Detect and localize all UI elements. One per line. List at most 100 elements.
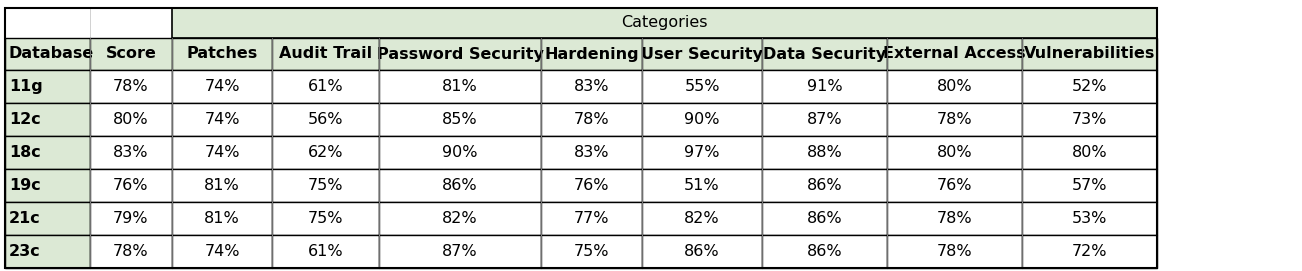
- Text: 78%: 78%: [113, 244, 148, 259]
- Bar: [5, 70, 90, 103]
- Text: 97%: 97%: [685, 145, 720, 160]
- Bar: [272, 136, 379, 169]
- Text: 51%: 51%: [684, 178, 720, 193]
- Text: Patches: Patches: [186, 47, 258, 62]
- Text: 75%: 75%: [307, 178, 344, 193]
- Bar: [379, 235, 542, 268]
- Bar: [762, 235, 887, 268]
- Text: 11g: 11g: [9, 79, 43, 94]
- Text: Password Security: Password Security: [376, 47, 543, 62]
- Bar: [172, 8, 1157, 38]
- Text: External Access: External Access: [883, 47, 1026, 62]
- Text: 78%: 78%: [936, 211, 973, 226]
- Bar: [90, 235, 172, 268]
- Text: 81%: 81%: [443, 79, 478, 94]
- Text: 18c: 18c: [9, 145, 40, 160]
- Bar: [887, 136, 1022, 169]
- Bar: [272, 103, 379, 136]
- Bar: [5, 169, 90, 202]
- Text: 81%: 81%: [204, 178, 240, 193]
- Text: 61%: 61%: [307, 79, 344, 94]
- Bar: [642, 70, 762, 103]
- Text: 87%: 87%: [443, 244, 478, 259]
- Bar: [762, 202, 887, 235]
- Text: 21c: 21c: [9, 211, 40, 226]
- Text: 61%: 61%: [307, 244, 344, 259]
- Bar: [542, 38, 642, 70]
- Bar: [90, 8, 172, 38]
- Text: 78%: 78%: [936, 112, 973, 127]
- Text: Data Security: Data Security: [763, 47, 887, 62]
- Text: 57%: 57%: [1072, 178, 1107, 193]
- Text: Hardening: Hardening: [544, 47, 639, 62]
- Text: 12c: 12c: [9, 112, 40, 127]
- Text: 52%: 52%: [1072, 79, 1107, 94]
- Text: 74%: 74%: [204, 112, 240, 127]
- Bar: [642, 136, 762, 169]
- Text: 74%: 74%: [204, 145, 240, 160]
- Bar: [642, 103, 762, 136]
- Bar: [5, 8, 1157, 268]
- Bar: [1022, 136, 1157, 169]
- Text: 23c: 23c: [9, 244, 40, 259]
- Bar: [542, 235, 642, 268]
- Bar: [272, 169, 379, 202]
- Bar: [642, 169, 762, 202]
- Text: 74%: 74%: [204, 79, 240, 94]
- Bar: [172, 103, 272, 136]
- Bar: [887, 38, 1022, 70]
- Bar: [379, 202, 542, 235]
- Text: 88%: 88%: [807, 145, 842, 160]
- Text: 82%: 82%: [684, 211, 720, 226]
- Text: 90%: 90%: [443, 145, 478, 160]
- Text: 19c: 19c: [9, 178, 40, 193]
- Bar: [762, 103, 887, 136]
- Bar: [642, 38, 762, 70]
- Text: 56%: 56%: [307, 112, 344, 127]
- Text: 76%: 76%: [113, 178, 148, 193]
- Bar: [887, 103, 1022, 136]
- Text: 80%: 80%: [113, 112, 148, 127]
- Bar: [172, 169, 272, 202]
- Bar: [90, 169, 172, 202]
- Text: 85%: 85%: [443, 112, 478, 127]
- Bar: [172, 70, 272, 103]
- Text: Score: Score: [105, 47, 156, 62]
- Text: Categories: Categories: [621, 15, 708, 31]
- Bar: [642, 235, 762, 268]
- Text: 82%: 82%: [443, 211, 478, 226]
- Bar: [1022, 103, 1157, 136]
- Text: 83%: 83%: [574, 79, 609, 94]
- Text: 55%: 55%: [685, 79, 720, 94]
- Bar: [90, 38, 172, 70]
- Text: Audit Trail: Audit Trail: [279, 47, 372, 62]
- Text: 87%: 87%: [807, 112, 842, 127]
- Bar: [5, 38, 90, 70]
- Bar: [90, 103, 172, 136]
- Bar: [1022, 235, 1157, 268]
- Bar: [272, 202, 379, 235]
- Text: 78%: 78%: [936, 244, 973, 259]
- Text: 72%: 72%: [1072, 244, 1107, 259]
- Text: 75%: 75%: [307, 211, 344, 226]
- Bar: [172, 235, 272, 268]
- Text: 80%: 80%: [936, 145, 973, 160]
- Bar: [542, 103, 642, 136]
- Bar: [379, 169, 542, 202]
- Text: 80%: 80%: [1072, 145, 1107, 160]
- Bar: [542, 169, 642, 202]
- Bar: [542, 136, 642, 169]
- Bar: [5, 235, 90, 268]
- Text: 83%: 83%: [574, 145, 609, 160]
- Bar: [642, 202, 762, 235]
- Text: 74%: 74%: [204, 244, 240, 259]
- Bar: [90, 70, 172, 103]
- Bar: [762, 38, 887, 70]
- Bar: [272, 38, 379, 70]
- Bar: [1022, 202, 1157, 235]
- Text: 76%: 76%: [936, 178, 973, 193]
- Bar: [272, 235, 379, 268]
- Text: 53%: 53%: [1072, 211, 1107, 226]
- Text: 79%: 79%: [113, 211, 148, 226]
- Bar: [762, 136, 887, 169]
